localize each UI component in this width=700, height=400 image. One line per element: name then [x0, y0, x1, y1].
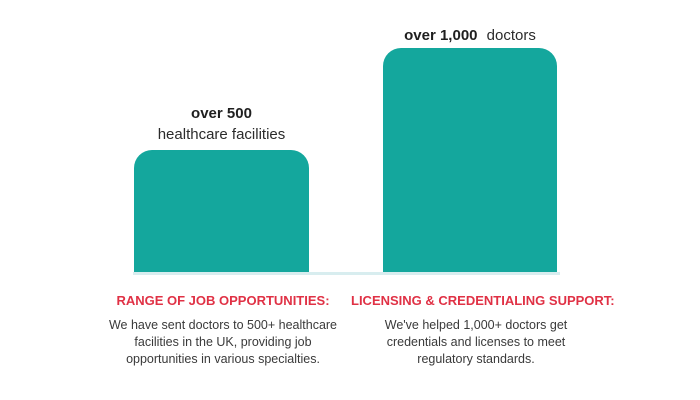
- caption-job-opportunities: RANGE OF JOB OPPORTUNITIES: We have sent…: [103, 293, 343, 368]
- caption-line: We've helped 1,000+ doctors get: [384, 318, 568, 332]
- caption-line: We have sent doctors to 500+ healthcare: [108, 318, 338, 332]
- doctors-bar-label-text: doctors: [486, 27, 536, 44]
- caption-line: opportunities in various specialties.: [126, 352, 320, 366]
- doctors-bar: [383, 48, 557, 273]
- facilities-bar-label-text: healthcare facilities: [157, 126, 286, 143]
- facilities-bar-label: over 500 healthcare facilities: [134, 103, 309, 145]
- doctors-bar-label-value: over 1,000: [404, 27, 478, 44]
- facilities-bar-label-value: over 500: [191, 105, 252, 122]
- caption-licensing-support: LICENSING & CREDENTIALING SUPPORT: We've…: [351, 293, 615, 368]
- caption-line: credentials and licenses to meet: [386, 335, 566, 349]
- caption-line: regulatory standards.: [417, 352, 535, 366]
- facilities-bar: [134, 150, 309, 273]
- caption-heading: LICENSING & CREDENTIALING SUPPORT:: [351, 293, 615, 308]
- chart-baseline: [133, 272, 560, 275]
- doctors-bar-label: over 1,000 doctors: [363, 25, 577, 46]
- caption-heading: RANGE OF JOB OPPORTUNITIES:: [116, 293, 330, 308]
- caption-line: facilities in the UK, providing job: [134, 335, 312, 349]
